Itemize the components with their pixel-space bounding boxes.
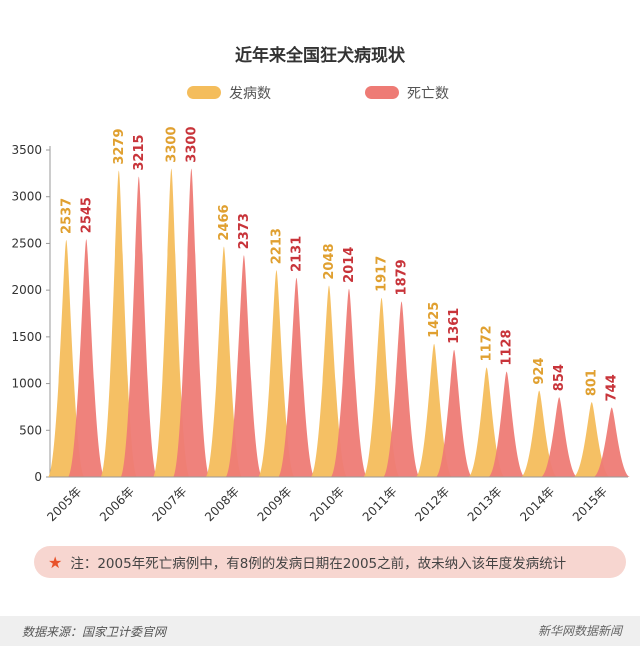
data-source: 数据来源：国家卫计委官网	[22, 625, 167, 639]
legend: 发病数 死亡数	[187, 86, 449, 102]
data-label-incidence: 3279	[112, 128, 127, 164]
data-label-deaths: 1879	[395, 259, 410, 295]
data-label-deaths: 2373	[237, 213, 252, 249]
mark-deaths	[173, 168, 210, 477]
data-label-incidence: 1172	[480, 325, 495, 361]
x-axis: 2005年 2006年 2007年 2008年 2009年 2010年 2011年 2012年…	[44, 476, 628, 524]
mark-incidence	[258, 270, 295, 477]
x-tick-label: 2007年	[150, 484, 190, 524]
mark-deaths	[68, 239, 105, 477]
data-label-deaths: 854	[552, 364, 567, 391]
mark-incidence	[363, 297, 400, 477]
data-label-deaths: 2014	[342, 247, 357, 283]
y-tick-label: 1500	[11, 330, 42, 344]
mark-incidence	[100, 170, 137, 478]
x-tick-label: 2008年	[202, 484, 242, 524]
data-labels: 2537 2545 3279 3215 3300 3300 2466 2373 2213 2131…	[59, 126, 619, 401]
chart: 近年来全国狂犬病现状 发病数 死亡数 0 500 1000 1500 2000 2500 3…	[11, 45, 630, 524]
legend-label-deaths: 死亡数	[407, 86, 449, 102]
data-label-incidence: 3300	[164, 126, 179, 162]
y-tick-label: 1000	[11, 377, 42, 391]
mark-incidence	[205, 246, 242, 477]
data-label-incidence: 1917	[375, 256, 390, 292]
x-tick-label: 2011年	[360, 484, 400, 524]
x-tick-label: 2010年	[307, 484, 347, 524]
data-label-incidence: 2537	[59, 198, 74, 234]
x-tick-label: 2013年	[465, 484, 505, 524]
chart-title: 近年来全国狂犬病现状	[235, 45, 406, 66]
x-tick-label: 2012年	[412, 484, 452, 524]
data-label-incidence: 801	[585, 369, 600, 396]
data-label-incidence: 924	[532, 358, 547, 385]
x-tick-label: 2006年	[97, 484, 137, 524]
star-icon: ★	[48, 552, 63, 572]
x-tick-label: 2014年	[517, 484, 557, 524]
note-text: 注：2005年死亡病例中，有8例的发病日期在2005之前，故未纳入该年度发病统计	[70, 556, 567, 572]
footer-bar	[0, 616, 640, 646]
data-label-deaths: 1128	[500, 329, 515, 365]
mark-incidence	[153, 168, 190, 477]
mark-deaths	[278, 277, 315, 477]
y-tick-label: 500	[19, 423, 42, 437]
data-label-incidence: 1425	[427, 302, 442, 338]
x-tick-label: 2009年	[255, 484, 295, 524]
chart-marks	[48, 168, 630, 478]
data-label-incidence: 2213	[269, 228, 284, 264]
mark-deaths	[120, 176, 157, 477]
mark-deaths	[331, 288, 367, 477]
data-label-deaths: 3215	[132, 134, 147, 170]
brand-name: 新华网数据新闻	[537, 624, 622, 638]
mark-incidence	[521, 390, 558, 477]
legend-swatch-incidence	[187, 86, 221, 99]
note-banner: ★ 注：2005年死亡病例中，有8例的发病日期在2005之前，故未纳入该年度发病…	[34, 546, 626, 578]
y-tick-label: 3000	[11, 190, 42, 204]
mark-deaths	[488, 371, 525, 477]
mark-incidence	[416, 343, 453, 477]
mark-incidence	[468, 367, 505, 477]
x-tick-label: 2005年	[44, 484, 84, 524]
data-label-incidence: 2048	[322, 243, 337, 279]
mark-deaths	[225, 255, 262, 477]
data-label-deaths: 3300	[184, 126, 199, 162]
y-axis: 0 500 1000 1500 2000 2500 3000 3500	[11, 143, 51, 484]
mark-deaths	[383, 301, 420, 477]
mark-incidence	[311, 285, 347, 477]
data-label-incidence: 2466	[217, 204, 232, 240]
data-label-deaths: 2131	[289, 236, 304, 272]
data-label-deaths: 1361	[447, 308, 462, 344]
mark-incidence	[573, 402, 610, 477]
mark-incidence	[48, 239, 85, 477]
mark-deaths	[436, 349, 473, 477]
legend-swatch-deaths	[365, 86, 399, 99]
data-label-deaths: 744	[605, 374, 620, 401]
y-tick-label: 2000	[11, 283, 42, 297]
x-tick-label: 2015年	[570, 484, 610, 524]
y-tick-label: 3500	[11, 143, 42, 157]
y-tick-label: 0	[34, 470, 42, 484]
legend-label-incidence: 发病数	[229, 86, 271, 102]
mark-deaths	[541, 397, 578, 477]
data-label-deaths: 2545	[79, 197, 94, 233]
y-tick-label: 2500	[11, 236, 42, 250]
mark-deaths	[593, 407, 630, 477]
